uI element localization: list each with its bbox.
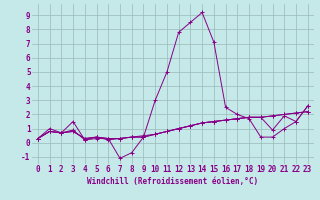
X-axis label: Windchill (Refroidissement éolien,°C): Windchill (Refroidissement éolien,°C) [87, 177, 258, 186]
